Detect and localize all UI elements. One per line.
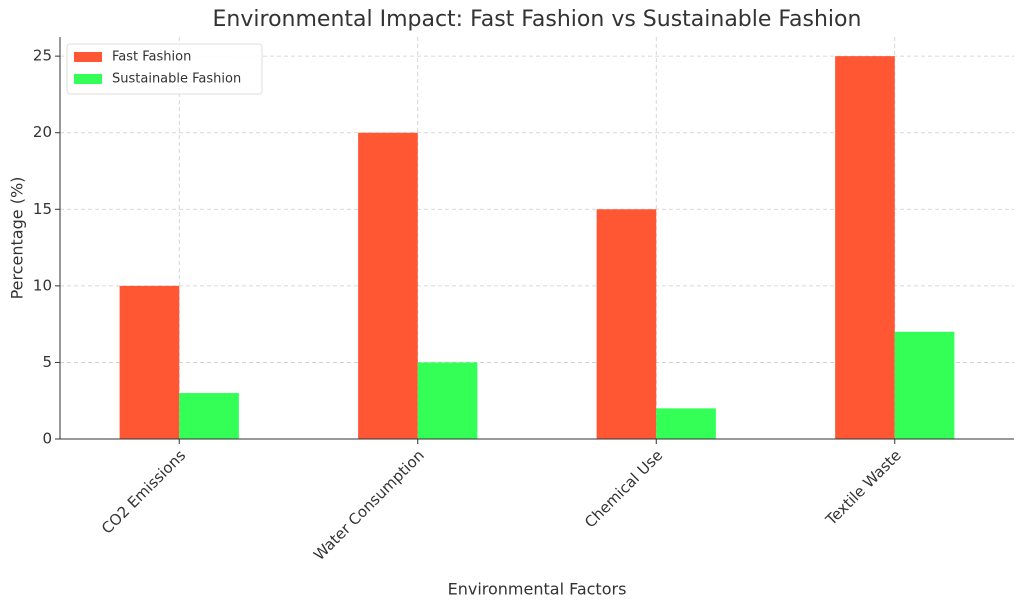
- x-tick-label: Textile Waste: [822, 446, 905, 529]
- x-tick-label: Chemical Use: [581, 446, 666, 531]
- legend-swatch: [74, 74, 102, 84]
- y-tick-label: 20: [33, 123, 52, 141]
- bar: [894, 331, 955, 439]
- x-tick-label: Water Consumption: [310, 446, 428, 564]
- y-tick-label: 5: [42, 353, 52, 371]
- legend-label: Sustainable Fashion: [112, 72, 241, 87]
- legend: Fast Fashion Sustainable Fashion: [66, 43, 263, 95]
- legend-swatch: [74, 52, 102, 62]
- bar: [417, 362, 478, 439]
- y-axis-label: Percentage (%): [8, 177, 27, 300]
- bar: [119, 285, 180, 439]
- x-axis-label: Environmental Factors: [448, 580, 627, 599]
- legend-label: Fast Fashion: [112, 50, 191, 65]
- bar: [835, 56, 895, 440]
- bar: [358, 132, 418, 439]
- x-tick-label: CO2 Emissions: [98, 446, 189, 537]
- bar: [596, 209, 657, 439]
- bar: [179, 393, 239, 439]
- y-tick-label: 15: [33, 200, 52, 218]
- chart-title: Environmental Impact: Fast Fashion vs Su…: [213, 7, 862, 32]
- y-tick-label: 0: [42, 430, 52, 448]
- bar: [656, 408, 716, 439]
- y-tick-label: 25: [33, 47, 52, 65]
- legend-box: [66, 43, 263, 95]
- y-tick-label: 10: [33, 276, 52, 294]
